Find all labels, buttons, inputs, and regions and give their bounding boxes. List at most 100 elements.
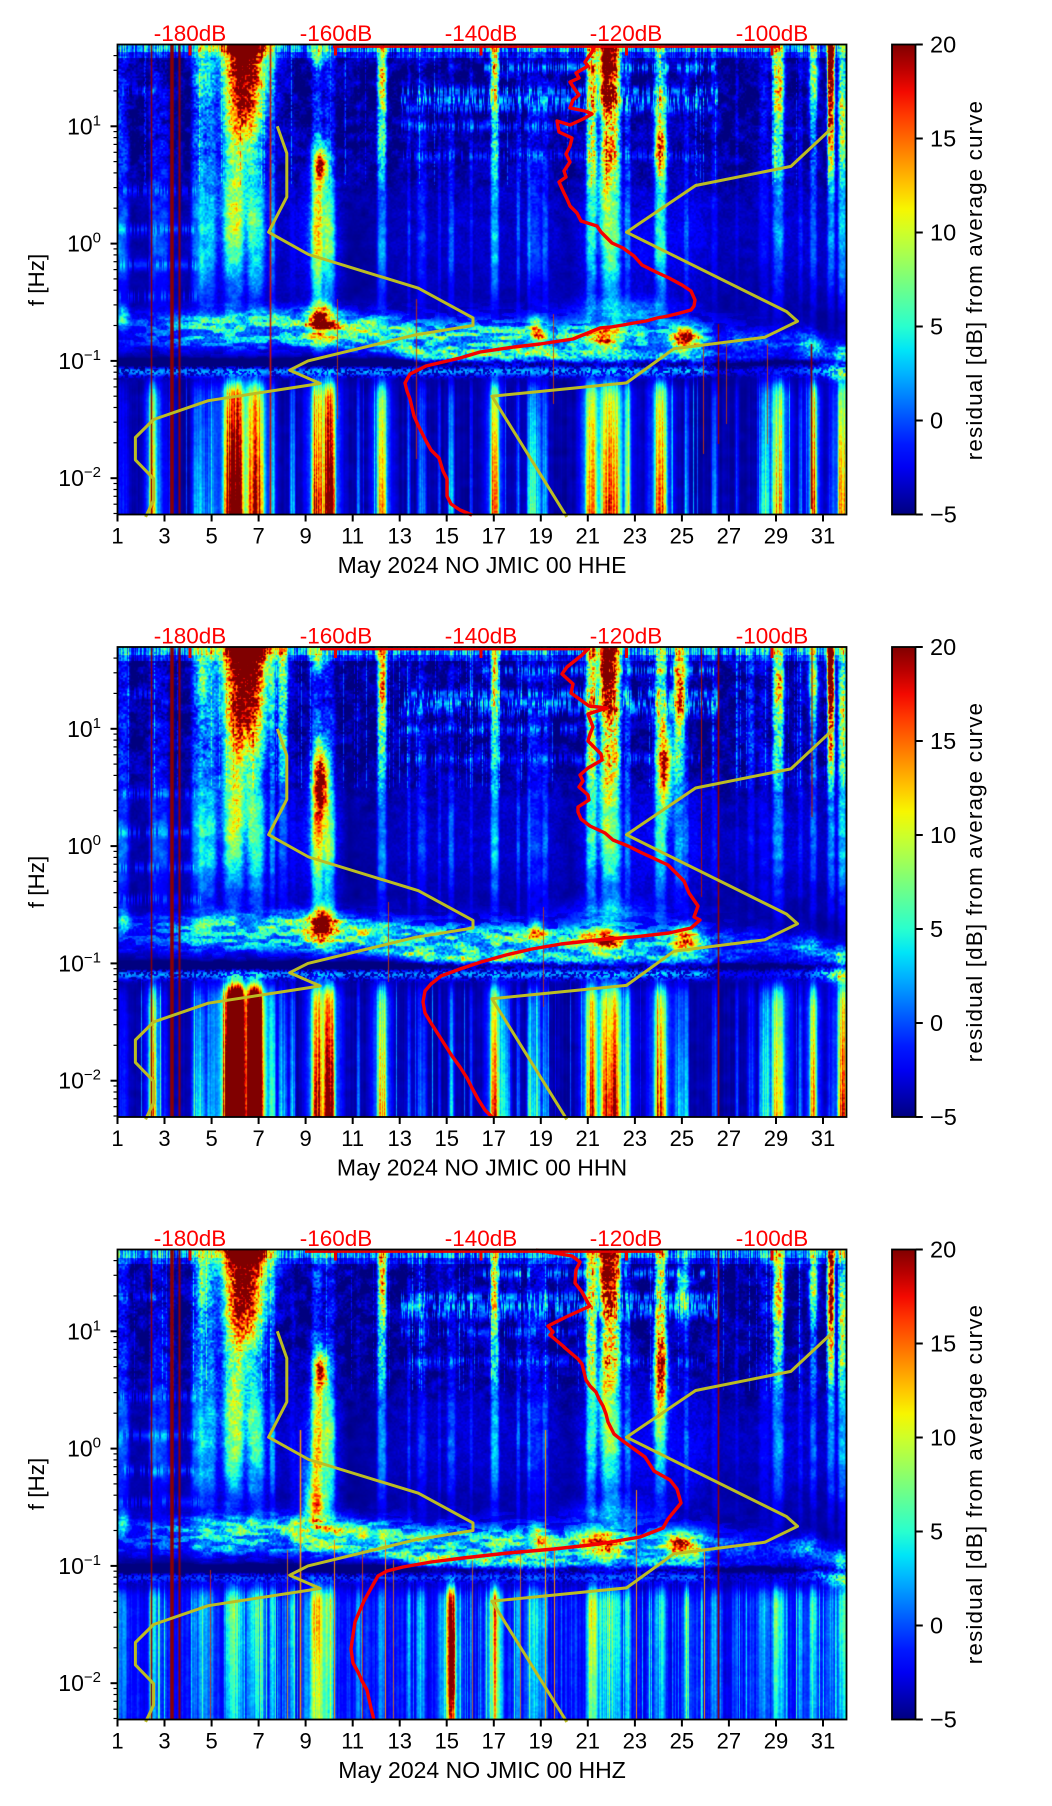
svg-text:31: 31 <box>811 1126 835 1151</box>
svg-text:10−2: 10−2 <box>58 464 101 491</box>
svg-text:21: 21 <box>576 1729 600 1754</box>
svg-text:29: 29 <box>764 524 788 549</box>
svg-text:-120dB: -120dB <box>590 624 663 649</box>
svg-text:13: 13 <box>387 1729 411 1754</box>
svg-text:3: 3 <box>158 1126 170 1151</box>
svg-text:10: 10 <box>930 822 956 848</box>
svg-text:27: 27 <box>717 524 741 549</box>
svg-text:-100dB: -100dB <box>736 21 809 46</box>
svg-text:13: 13 <box>387 1126 411 1151</box>
svg-text:0: 0 <box>930 1010 943 1036</box>
svg-text:f [Hz]: f [Hz] <box>24 254 49 307</box>
svg-text:10−1: 10−1 <box>58 347 101 374</box>
svg-text:1: 1 <box>111 1126 123 1151</box>
svg-text:9: 9 <box>299 1729 311 1754</box>
svg-text:1: 1 <box>111 1729 123 1754</box>
svg-text:13: 13 <box>387 524 411 549</box>
svg-text:5: 5 <box>930 1519 943 1545</box>
svg-text:-180dB: -180dB <box>154 21 227 46</box>
svg-text:f [Hz]: f [Hz] <box>24 856 49 909</box>
svg-text:27: 27 <box>717 1729 741 1754</box>
svg-text:-120dB: -120dB <box>590 1226 663 1251</box>
svg-text:29: 29 <box>764 1729 788 1754</box>
svg-text:9: 9 <box>299 1126 311 1151</box>
svg-text:7: 7 <box>252 1126 264 1151</box>
svg-text:-160dB: -160dB <box>300 21 373 46</box>
svg-text:15: 15 <box>930 728 956 754</box>
svg-text:f [Hz]: f [Hz] <box>24 1458 49 1511</box>
svg-text:5: 5 <box>930 314 943 340</box>
svg-text:23: 23 <box>623 1729 647 1754</box>
svg-text:May 2024 NO JMIC 00 HHE: May 2024 NO JMIC 00 HHE <box>338 552 627 578</box>
svg-text:25: 25 <box>670 1126 694 1151</box>
svg-text:100: 100 <box>67 230 101 257</box>
svg-text:101: 101 <box>67 112 101 139</box>
svg-text:-160dB: -160dB <box>300 624 373 649</box>
svg-text:23: 23 <box>623 524 647 549</box>
svg-text:10−1: 10−1 <box>58 949 101 976</box>
svg-text:15: 15 <box>434 1729 458 1754</box>
svg-text:100: 100 <box>67 1435 101 1462</box>
svg-text:17: 17 <box>482 1729 506 1754</box>
svg-text:residual [dB] from average cur: residual [dB] from average curve <box>962 100 987 460</box>
svg-text:10−2: 10−2 <box>58 1067 101 1094</box>
svg-text:20: 20 <box>930 1237 956 1263</box>
svg-text:−5: −5 <box>930 1104 957 1130</box>
svg-text:20: 20 <box>930 634 956 660</box>
svg-text:5: 5 <box>205 1729 217 1754</box>
svg-text:25: 25 <box>670 1729 694 1754</box>
svg-text:31: 31 <box>811 524 835 549</box>
svg-text:31: 31 <box>811 1729 835 1754</box>
svg-text:May 2024 NO JMIC 00 HHN: May 2024 NO JMIC 00 HHN <box>337 1155 627 1181</box>
svg-text:-100dB: -100dB <box>736 624 809 649</box>
svg-text:5: 5 <box>930 916 943 942</box>
svg-text:-100dB: -100dB <box>736 1226 809 1251</box>
svg-text:0: 0 <box>930 1613 943 1639</box>
svg-text:3: 3 <box>158 1729 170 1754</box>
svg-text:1: 1 <box>111 524 123 549</box>
svg-text:11: 11 <box>341 1126 364 1151</box>
svg-text:10: 10 <box>930 1425 956 1451</box>
svg-text:15: 15 <box>930 1331 956 1357</box>
svg-text:21: 21 <box>576 1126 600 1151</box>
svg-text:19: 19 <box>529 524 553 549</box>
svg-text:11: 11 <box>341 524 364 549</box>
svg-text:-120dB: -120dB <box>590 21 663 46</box>
svg-text:-140dB: -140dB <box>445 1226 518 1251</box>
svg-text:19: 19 <box>529 1126 553 1151</box>
svg-text:25: 25 <box>670 524 694 549</box>
svg-text:27: 27 <box>717 1126 741 1151</box>
svg-text:19: 19 <box>529 1729 553 1754</box>
svg-text:20: 20 <box>930 32 956 58</box>
svg-text:15: 15 <box>930 126 956 152</box>
svg-text:−5: −5 <box>930 1707 957 1733</box>
svg-text:-140dB: -140dB <box>445 624 518 649</box>
svg-text:-180dB: -180dB <box>154 624 227 649</box>
svg-text:21: 21 <box>576 524 600 549</box>
svg-text:−5: −5 <box>930 502 957 528</box>
svg-text:May 2024 NO JMIC 00 HHZ: May 2024 NO JMIC 00 HHZ <box>338 1757 626 1783</box>
svg-text:17: 17 <box>482 524 506 549</box>
svg-text:101: 101 <box>67 715 101 742</box>
svg-text:residual [dB] from average cur: residual [dB] from average curve <box>962 1304 987 1664</box>
svg-text:100: 100 <box>67 832 101 859</box>
svg-text:5: 5 <box>205 1126 217 1151</box>
svg-text:10−2: 10−2 <box>58 1669 101 1696</box>
svg-text:-140dB: -140dB <box>445 21 518 46</box>
svg-text:11: 11 <box>341 1729 364 1754</box>
svg-text:10: 10 <box>930 220 956 246</box>
svg-text:5: 5 <box>205 524 217 549</box>
svg-text:15: 15 <box>434 524 458 549</box>
svg-text:9: 9 <box>299 524 311 549</box>
svg-text:10−1: 10−1 <box>58 1552 101 1579</box>
svg-text:17: 17 <box>482 1126 506 1151</box>
svg-text:7: 7 <box>252 1729 264 1754</box>
svg-text:0: 0 <box>930 408 943 434</box>
svg-text:residual [dB] from average cur: residual [dB] from average curve <box>962 702 987 1062</box>
svg-text:-160dB: -160dB <box>300 1226 373 1251</box>
svg-text:101: 101 <box>67 1317 101 1344</box>
svg-text:23: 23 <box>623 1126 647 1151</box>
svg-text:3: 3 <box>158 524 170 549</box>
svg-text:7: 7 <box>252 524 264 549</box>
svg-text:29: 29 <box>764 1126 788 1151</box>
